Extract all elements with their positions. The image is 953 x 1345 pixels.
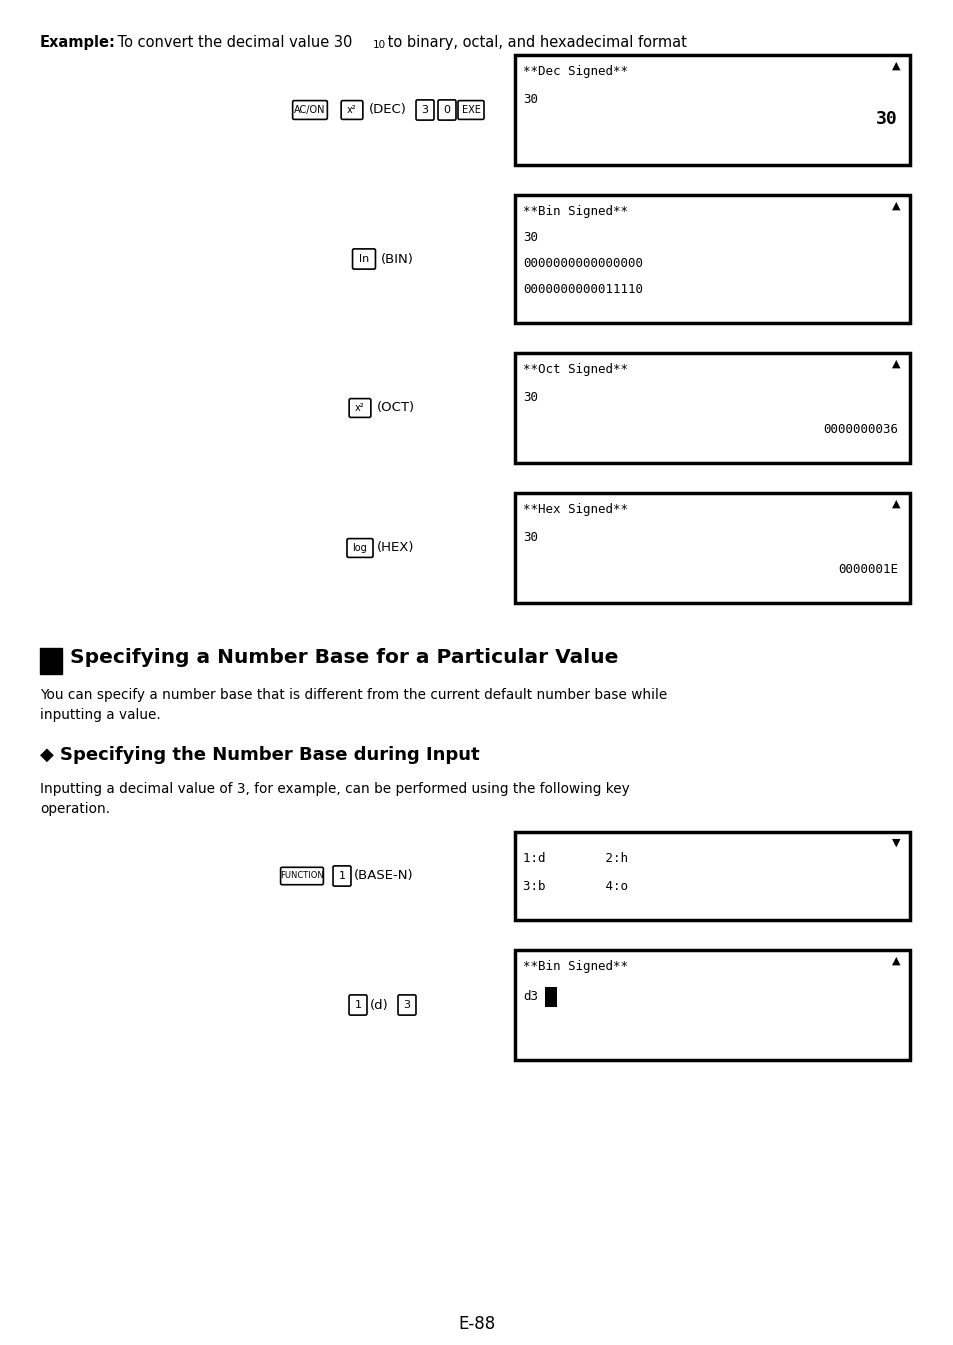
Text: **Oct Signed**: **Oct Signed** bbox=[522, 363, 627, 377]
Text: ln: ln bbox=[358, 254, 369, 264]
FancyBboxPatch shape bbox=[437, 100, 456, 120]
Text: **Bin Signed**: **Bin Signed** bbox=[522, 204, 627, 218]
Text: Example:: Example: bbox=[40, 35, 115, 50]
Text: 1: 1 bbox=[338, 872, 345, 881]
FancyBboxPatch shape bbox=[280, 868, 323, 885]
Text: ▲: ▲ bbox=[890, 499, 899, 508]
Text: Specifying the Number Base during Input: Specifying the Number Base during Input bbox=[60, 746, 479, 764]
Text: (BASE-N): (BASE-N) bbox=[354, 869, 414, 882]
Text: ▲: ▲ bbox=[890, 956, 899, 966]
FancyBboxPatch shape bbox=[353, 249, 375, 269]
Text: 0000000000011110: 0000000000011110 bbox=[522, 282, 642, 296]
Text: **Dec Signed**: **Dec Signed** bbox=[522, 65, 627, 78]
Text: ▲: ▲ bbox=[890, 61, 899, 71]
Text: 3: 3 bbox=[421, 105, 428, 116]
FancyBboxPatch shape bbox=[347, 538, 373, 557]
Text: (BIN): (BIN) bbox=[380, 253, 414, 265]
Text: **Bin Signed**: **Bin Signed** bbox=[522, 960, 627, 972]
Text: ▲: ▲ bbox=[890, 359, 899, 369]
Bar bbox=[544, 987, 557, 1007]
Text: (DEC): (DEC) bbox=[369, 104, 406, 117]
FancyBboxPatch shape bbox=[397, 995, 416, 1015]
Text: 30: 30 bbox=[522, 93, 537, 106]
Text: 0000001E: 0000001E bbox=[837, 564, 897, 576]
Text: 30: 30 bbox=[522, 231, 537, 243]
Text: x²: x² bbox=[355, 404, 364, 413]
Text: **Hex Signed**: **Hex Signed** bbox=[522, 503, 627, 516]
Text: to binary, octal, and hexadecimal format: to binary, octal, and hexadecimal format bbox=[382, 35, 686, 50]
Text: FUNCTION: FUNCTION bbox=[280, 872, 323, 881]
Text: ◆: ◆ bbox=[40, 746, 53, 764]
Text: (HEX): (HEX) bbox=[376, 542, 414, 554]
Text: log: log bbox=[353, 543, 367, 553]
Text: 30: 30 bbox=[522, 391, 537, 404]
Bar bbox=[515, 55, 909, 165]
Bar bbox=[515, 195, 909, 323]
Text: 0: 0 bbox=[443, 105, 450, 116]
Text: 1:d        2:h: 1:d 2:h bbox=[522, 851, 627, 865]
FancyBboxPatch shape bbox=[349, 995, 367, 1015]
FancyBboxPatch shape bbox=[341, 101, 362, 120]
FancyBboxPatch shape bbox=[416, 100, 434, 120]
Text: inputting a value.: inputting a value. bbox=[40, 707, 161, 722]
Text: 0000000000000000: 0000000000000000 bbox=[522, 257, 642, 270]
FancyBboxPatch shape bbox=[457, 101, 483, 120]
Bar bbox=[40, 648, 62, 674]
Text: 0000000036: 0000000036 bbox=[822, 422, 897, 436]
Text: 10: 10 bbox=[373, 40, 386, 50]
Text: AC/ON: AC/ON bbox=[294, 105, 325, 116]
Bar bbox=[515, 833, 909, 920]
Text: 30: 30 bbox=[876, 110, 897, 128]
Text: 3:b        4:o: 3:b 4:o bbox=[522, 880, 627, 893]
Text: You can specify a number base that is different from the current default number : You can specify a number base that is di… bbox=[40, 689, 666, 702]
Text: x²: x² bbox=[347, 105, 356, 116]
Text: ▼: ▼ bbox=[890, 838, 899, 847]
Text: Specifying a Number Base for a Particular Value: Specifying a Number Base for a Particula… bbox=[70, 648, 618, 667]
Text: 30: 30 bbox=[522, 531, 537, 543]
Text: 1: 1 bbox=[355, 999, 361, 1010]
Text: To convert the decimal value 30: To convert the decimal value 30 bbox=[112, 35, 352, 50]
Text: E-88: E-88 bbox=[457, 1315, 496, 1333]
Text: d3: d3 bbox=[522, 990, 537, 1003]
Text: (OCT): (OCT) bbox=[376, 402, 415, 414]
Text: Inputting a decimal value of 3, for example, can be performed using the followin: Inputting a decimal value of 3, for exam… bbox=[40, 781, 629, 796]
Text: 3: 3 bbox=[403, 999, 410, 1010]
FancyBboxPatch shape bbox=[293, 101, 327, 120]
Text: EXE: EXE bbox=[461, 105, 480, 116]
Bar bbox=[515, 352, 909, 463]
FancyBboxPatch shape bbox=[349, 398, 371, 417]
Bar bbox=[515, 494, 909, 603]
Text: ▲: ▲ bbox=[890, 200, 899, 211]
Text: operation.: operation. bbox=[40, 802, 110, 816]
Text: (d): (d) bbox=[370, 998, 388, 1011]
FancyBboxPatch shape bbox=[333, 866, 351, 886]
Bar bbox=[515, 950, 909, 1060]
